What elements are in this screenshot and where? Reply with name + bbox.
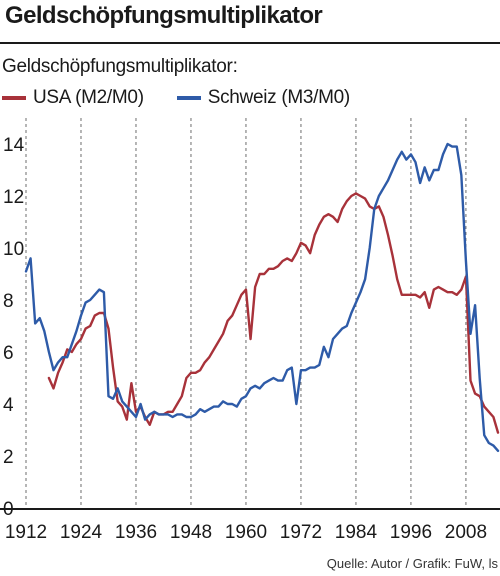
legend-label-usa: USA (M2/M0) bbox=[33, 87, 144, 108]
x-tick-label-1960: 1960 bbox=[225, 522, 267, 543]
legend-swatch-usa bbox=[2, 96, 26, 100]
y-tick-label-2: 2 bbox=[3, 447, 14, 468]
y-tick-label-12: 12 bbox=[3, 187, 24, 208]
source-note: Quelle: Autor / Grafik: FuW, ls bbox=[326, 556, 498, 571]
y-tick-label-4: 4 bbox=[3, 395, 14, 416]
x-tick-label-2008: 2008 bbox=[445, 522, 487, 543]
y-tick-label-0: 0 bbox=[3, 499, 14, 520]
legend-label-schweiz: Schweiz (M3/M0) bbox=[207, 87, 351, 108]
series-line-schweiz bbox=[24, 142, 500, 452]
y-tick-label-14: 14 bbox=[3, 135, 25, 156]
x-tick-label-1924: 1924 bbox=[60, 522, 103, 543]
legend-item-usa: USA (M2/M0) bbox=[2, 87, 144, 109]
chart-subtitle: Geldschöpfungsmultiplikator: bbox=[2, 56, 238, 77]
x-tick-label-1936: 1936 bbox=[115, 522, 157, 543]
legend: USA (M2/M0) Schweiz (M3/M0) bbox=[2, 84, 378, 109]
x-tick-label-1984: 1984 bbox=[335, 522, 378, 543]
series-layer bbox=[24, 142, 500, 452]
chart-title: Geldschöpfungsmultiplikator bbox=[5, 2, 323, 29]
x-tick-label-1996: 1996 bbox=[390, 522, 432, 543]
legend-swatch-schweiz bbox=[176, 96, 201, 100]
y-tick-label-6: 6 bbox=[3, 343, 14, 364]
x-tick-label-1948: 1948 bbox=[170, 522, 212, 543]
title-rule bbox=[0, 42, 500, 44]
y-tick-label-8: 8 bbox=[3, 291, 14, 312]
legend-item-schweiz: Schweiz (M3/M0) bbox=[176, 87, 351, 109]
series-line-usa bbox=[47, 192, 500, 434]
y-tick-label-10: 10 bbox=[3, 239, 24, 260]
axis-layer: 0 2 4 6 8 10 12 14 1912 1924 1936 1948 1960 1972 1984 1… bbox=[0, 135, 500, 543]
x-tick-label-1912: 1912 bbox=[5, 522, 47, 543]
grid-layer bbox=[25, 118, 467, 508]
x-tick-label-1972: 1972 bbox=[280, 522, 322, 543]
